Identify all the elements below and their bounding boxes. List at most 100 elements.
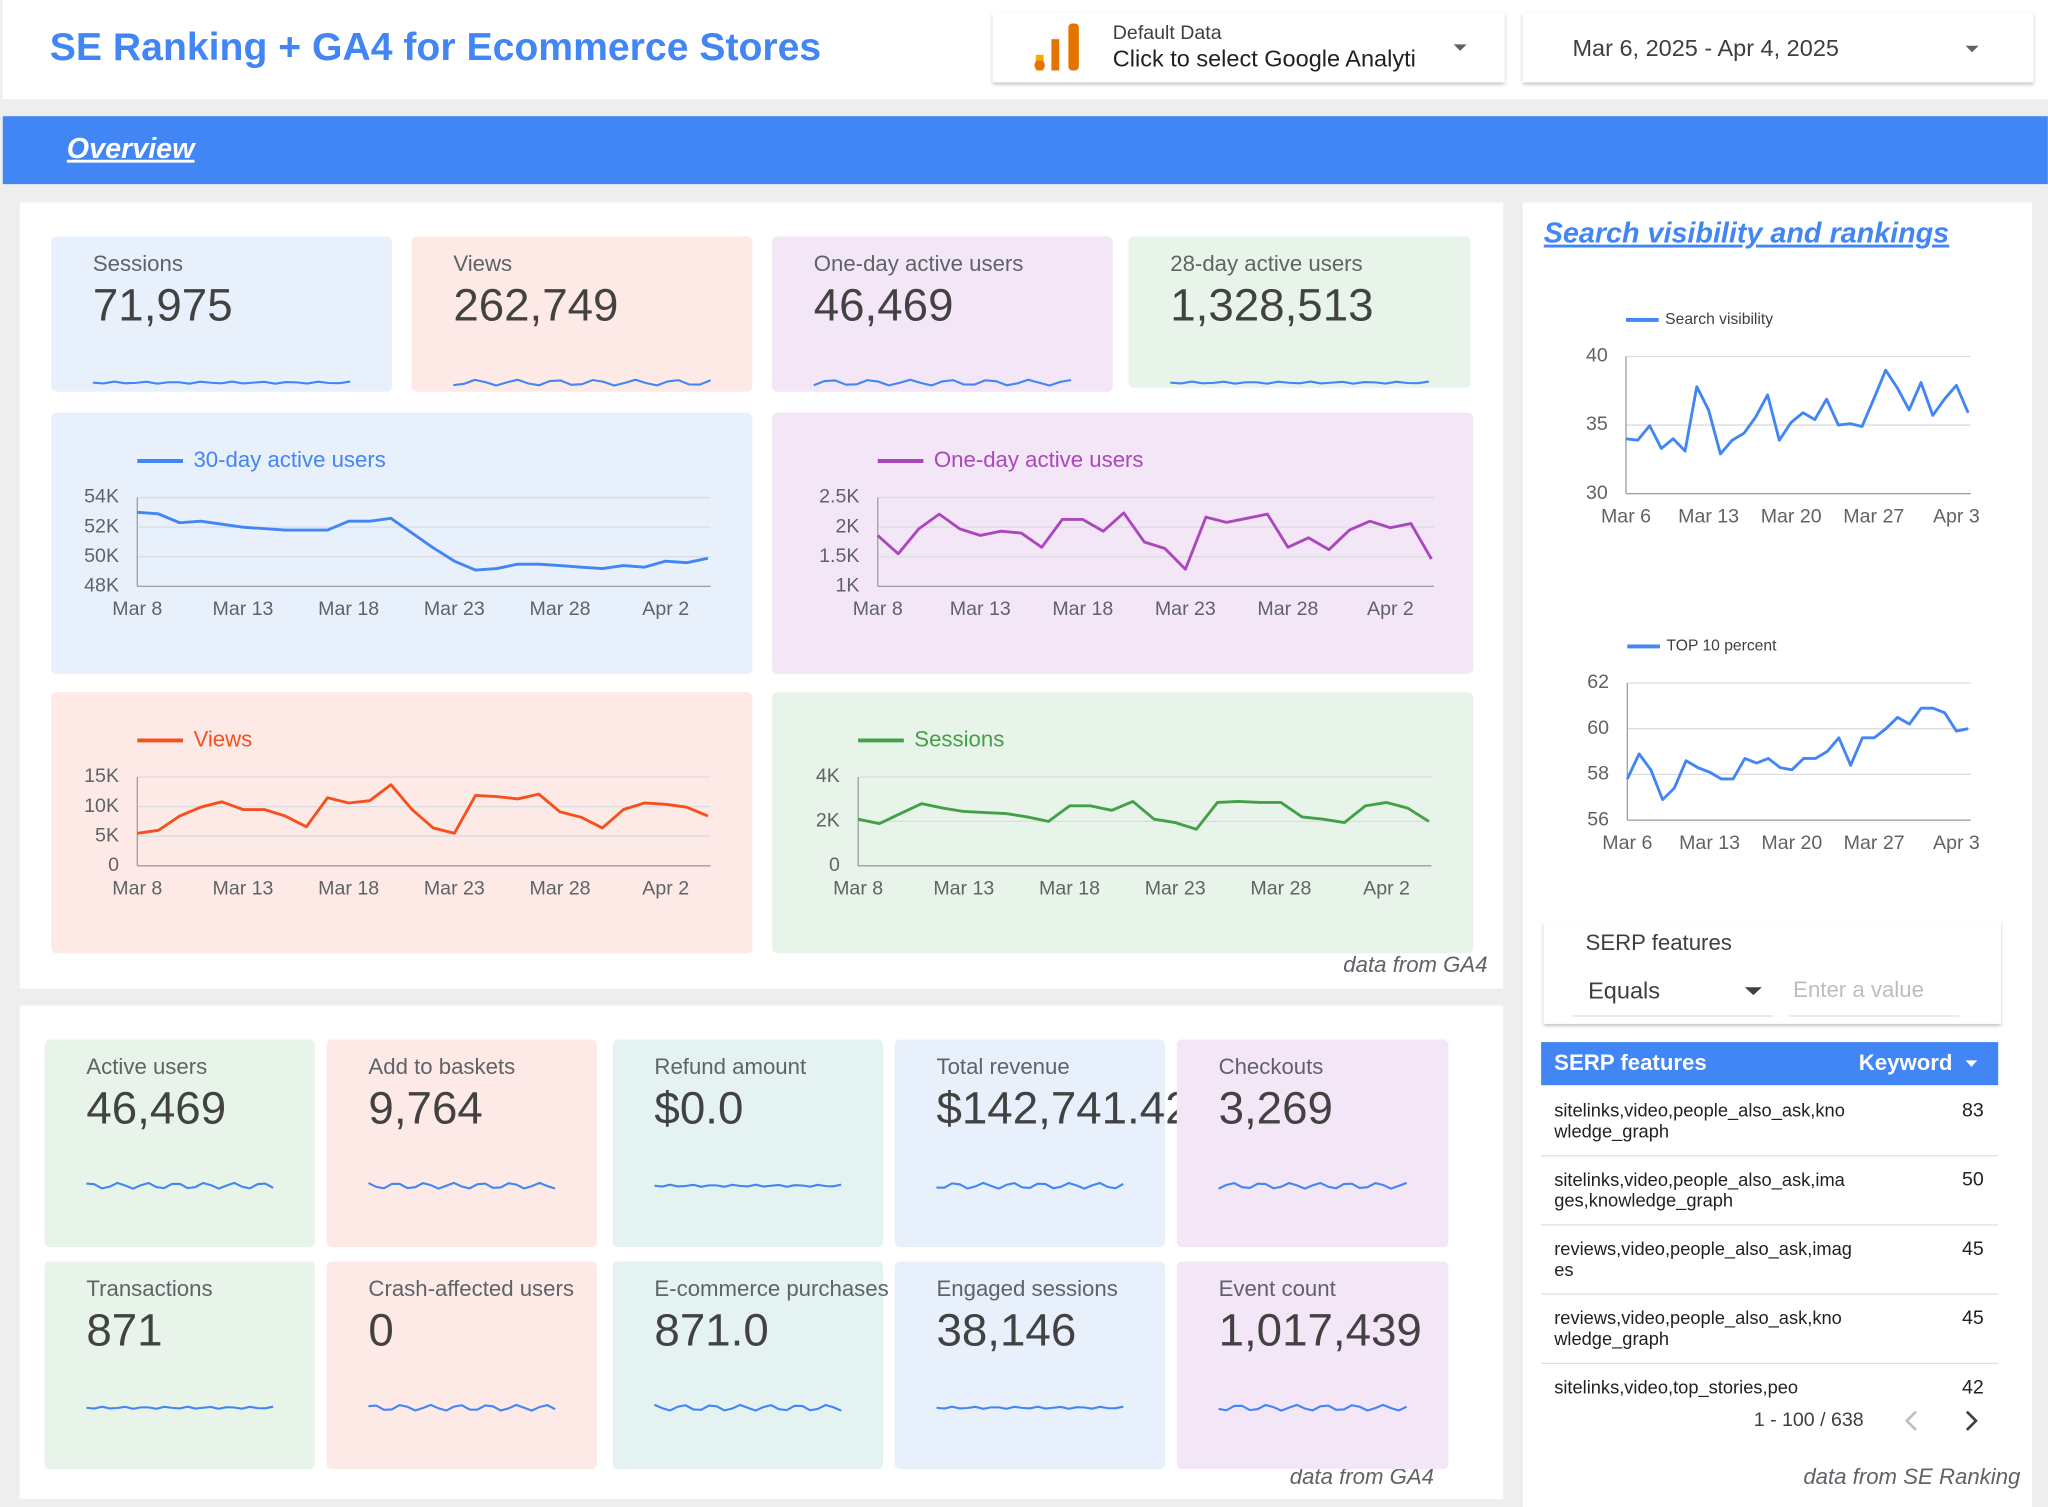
y-tick-label: 2.5K [819,486,859,508]
y-tick-label: 1.5K [819,545,859,567]
scorecard-label: One-day active users [814,251,1024,276]
scorecard-value: 1,328,513 [1170,279,1373,330]
sparkline-decoration [936,1405,1124,1410]
serp-filter[interactable]: SERP features Equals Enter a value [1543,921,2001,1024]
sparkline-decoration [367,1181,556,1190]
scorecard [411,236,753,392]
y-tick-label: 56 [1587,808,1609,830]
x-tick-label: Mar 13 [950,598,1011,620]
sparkline-decoration [1218,1403,1408,1412]
x-tick-label: Apr 2 [642,877,689,899]
scorecard-label: Engaged sessions [937,1276,1118,1301]
keyword-count: 50 [1962,1169,1984,1191]
x-tick-label: Mar 18 [318,877,379,899]
x-tick-label: Mar 27 [1844,832,1905,854]
y-tick-label: 4K [816,765,840,787]
serp-features-cell: reviews,video,people_also_ask,knowledge_… [1554,1307,1842,1349]
x-tick-label: Mar 28 [530,877,591,899]
legend-label: 30-day active users [193,447,385,472]
sparkline-decoration [813,378,1072,387]
scorecard [894,1039,1166,1248]
x-tick-label: Mar 23 [1145,877,1206,899]
x-tick-label: Mar 18 [1052,598,1113,620]
x-tick-label: Mar 27 [1843,505,1904,527]
filter-input[interactable]: Enter a value [1793,977,1924,1002]
ga-icon [1051,39,1060,71]
scorecard [894,1261,1166,1470]
column-header[interactable]: Keyword [1859,1050,1953,1075]
sparkline-decoration [936,1181,1124,1190]
y-tick-label: 5K [95,824,119,846]
filter-box [1543,921,2001,1024]
x-tick-label: Mar 13 [213,877,274,899]
y-tick-label: 48K [84,575,119,597]
scorecard [612,1261,883,1470]
x-tick-label: Mar 23 [424,598,485,620]
date-range-control[interactable]: Mar 6, 2025 - Apr 4, 2025 [1522,13,2034,83]
ga-icon [1034,60,1045,71]
y-tick-label: 62 [1587,671,1609,693]
chart-card [771,412,1474,674]
sparkline-decoration [1218,1181,1408,1190]
x-tick-label: Mar 13 [933,877,994,899]
filter-operator[interactable]: Equals [1588,978,1660,1004]
x-tick-label: Mar 28 [1250,877,1311,899]
scorecard-label: Event count [1219,1276,1336,1301]
x-tick-label: Mar 13 [1679,832,1740,854]
control-box[interactable] [1522,13,2034,83]
series-line [876,511,1433,571]
y-tick-label: 0 [108,854,119,876]
scorecard-label: Checkouts [1219,1054,1324,1079]
x-tick-label: Mar 23 [424,877,485,899]
scorecard-value: $142,741.42 [937,1082,1191,1133]
series-line [137,783,709,835]
data-source-control[interactable]: Default Data Click to select Google Anal… [992,13,1505,83]
keyword-count: 45 [1962,1238,1984,1260]
source-note: data from GA4 [1343,952,1487,977]
sparkline-decoration [654,1403,842,1412]
scorecard [44,1261,315,1470]
scorecard-label: Refund amount [654,1054,806,1079]
x-tick-label: Apr 2 [1367,598,1414,620]
series-line [137,510,709,572]
y-tick-label: 35 [1586,413,1608,435]
scorecard [44,1039,315,1248]
scorecard-value: 871 [86,1304,162,1355]
date-range: Mar 6, 2025 - Apr 4, 2025 [1572,35,1839,61]
x-tick-label: Mar 18 [318,598,379,620]
section-title[interactable]: Search visibility and rankings [1544,218,1949,250]
source-name: Default Data [1113,22,1222,44]
table-cell: sitelinks,video,top_stories,peo [1554,1376,1799,1398]
y-tick-label: 52K [84,515,119,537]
y-tick-label: 40 [1586,345,1608,367]
nav-tab[interactable]: Overview [67,133,196,165]
x-tick-label: Apr 3 [1933,505,1980,527]
dropdown-arrow [1453,44,1467,51]
table-cell: sitelinks,video,people_also_ask,images,k… [1554,1169,1845,1211]
x-tick-label: Mar 6 [1602,832,1652,854]
sparkline-decoration [92,380,351,385]
sparkline-decoration [368,1403,556,1412]
chart-card [771,692,1474,954]
keyword-count: 83 [1962,1099,1984,1121]
dashboard-title: SE Ranking + GA4 for Ecommerce Stores [50,26,821,69]
serp-features-cell: sitelinks,video,people_also_ask,knowledg… [1554,1099,1845,1142]
scorecard-value: $0.0 [654,1082,743,1133]
legend-label: Sessions [914,726,1004,751]
y-tick-label: 50K [84,545,119,567]
y-tick-label: 60 [1587,717,1609,739]
serp-features-cell: sitelinks,video,top_stories,peo [1554,1376,1799,1398]
prev-page[interactable] [1904,1410,1917,1431]
legend-label: TOP 10 percent [1666,638,1777,655]
next-page[interactable] [1965,1410,1978,1431]
series-line [1626,706,1969,802]
scorecard-label: Sessions [93,251,183,276]
scorecard [51,236,392,392]
scorecard-value: 871.0 [654,1304,768,1355]
scorecard-label: Crash-affected users [368,1276,574,1301]
legend-label: One-day active users [934,447,1144,472]
x-tick-label: Mar 8 [112,877,162,899]
scorecard-label: 28-day active users [1170,251,1362,276]
y-tick-label: 0 [829,854,840,876]
dropdown-arrow [1965,45,1979,53]
